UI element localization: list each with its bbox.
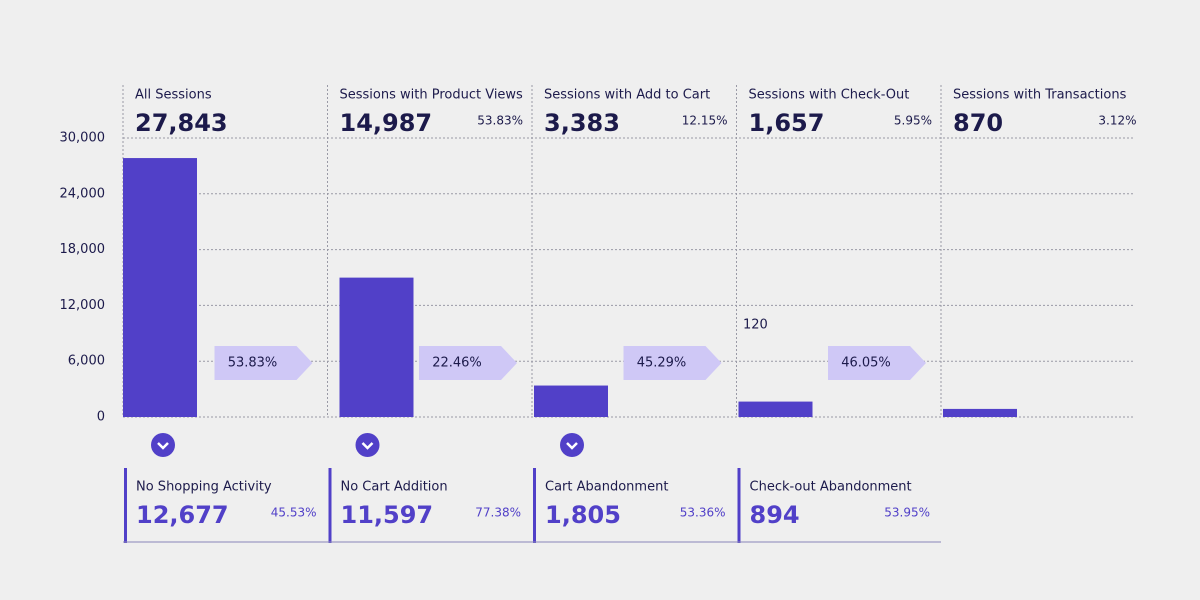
y-tick-label: 6,000 <box>68 354 105 369</box>
stage-value: 3,383 <box>544 109 620 137</box>
y-tick-label: 12,000 <box>60 298 106 313</box>
dropoff-share: 45.53% <box>271 506 317 520</box>
dropoff-border <box>328 468 332 543</box>
stage-share: 53.83% <box>477 114 523 128</box>
y-tick-label: 24,000 <box>60 186 106 201</box>
dropoff-name: Cart Abandonment <box>545 480 668 495</box>
stage-share: 12.15% <box>682 114 728 128</box>
bar <box>534 385 608 417</box>
stage-value: 870 <box>953 109 1003 137</box>
dropoff-border <box>124 468 127 543</box>
dropoff-share: 53.36% <box>680 506 726 520</box>
bar <box>339 277 414 417</box>
conversion-rate: 45.29% <box>637 356 687 371</box>
dropoff-border <box>737 468 741 543</box>
conversion-arrow <box>828 346 926 380</box>
bar <box>738 401 813 417</box>
stage-name: Sessions with Product Views <box>340 88 524 103</box>
conversion-rate: 53.83% <box>228 356 278 371</box>
dropoff-name: No Cart Addition <box>341 480 448 495</box>
bar <box>123 158 197 417</box>
stage-value: 1,657 <box>749 109 825 137</box>
dropoff-value: 11,597 <box>341 501 434 529</box>
dropoff-share: 53.95% <box>884 506 930 520</box>
chevron-glyph <box>361 442 374 450</box>
y-tick-label: 18,000 <box>60 242 106 257</box>
dropoff-name: Check-out Abandonment <box>750 480 912 495</box>
conversion-arrow <box>623 346 722 380</box>
stage-value: 14,987 <box>340 109 433 137</box>
stage-share: 5.95% <box>894 114 932 128</box>
stage-name: Sessions with Transactions <box>953 88 1127 103</box>
chevron-icon <box>355 433 380 457</box>
annotation: 120 <box>743 318 768 333</box>
y-tick-label: 30,000 <box>60 131 106 146</box>
stage-share: 3.12% <box>1098 114 1136 128</box>
chevron-glyph <box>157 442 169 450</box>
dropoff-border <box>533 468 536 543</box>
stage-name: Sessions with Check-Out <box>749 88 910 103</box>
dropoff-share: 77.38% <box>475 506 521 520</box>
conversion-arrow <box>419 346 517 380</box>
bar <box>943 408 1017 417</box>
dropoff-value: 12,677 <box>136 501 229 529</box>
chevron-icon <box>560 433 584 457</box>
y-tick-label: 0 <box>97 410 105 425</box>
chevron-icon <box>151 433 175 457</box>
dropoff-value: 894 <box>750 501 800 529</box>
conversion-rate: 22.46% <box>432 356 482 371</box>
stage-name: All Sessions <box>135 88 212 103</box>
conversion-arrow <box>214 346 313 380</box>
stage-name: Sessions with Add to Cart <box>544 88 710 103</box>
dropoff-name: No Shopping Activity <box>136 480 272 495</box>
dropoff-value: 1,805 <box>545 501 621 529</box>
conversion-rate: 46.05% <box>841 356 891 371</box>
chevron-glyph <box>566 442 578 450</box>
stage-value: 27,843 <box>135 109 228 137</box>
